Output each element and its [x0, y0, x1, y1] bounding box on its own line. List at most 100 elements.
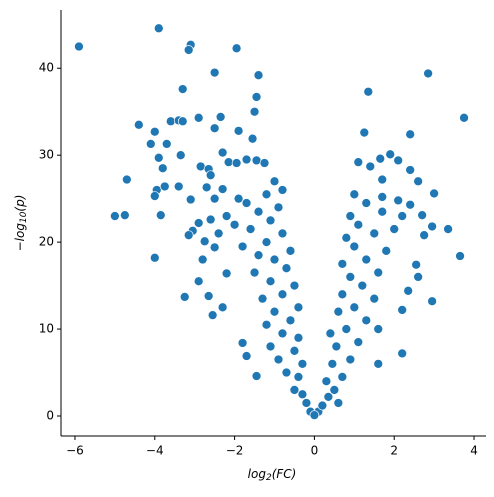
- point: [389, 224, 400, 234]
- point: [237, 338, 248, 348]
- point: [309, 410, 320, 420]
- point: [365, 161, 376, 172]
- point: [223, 157, 234, 167]
- y-label-sub: 10: [19, 211, 29, 223]
- point: [377, 192, 388, 202]
- x-tick-label: 2: [390, 444, 398, 458]
- point: [177, 84, 188, 94]
- point: [289, 385, 300, 395]
- point: [361, 315, 372, 326]
- x-tick-label: 4: [470, 444, 478, 458]
- point: [251, 92, 262, 102]
- point: [357, 280, 368, 291]
- point: [241, 198, 252, 208]
- point: [153, 23, 164, 34]
- point: [269, 254, 280, 265]
- point: [261, 237, 272, 247]
- point: [293, 372, 304, 382]
- x-tick-label: 0: [311, 444, 319, 458]
- x-label-part: log: [248, 467, 267, 481]
- point: [381, 245, 392, 256]
- point: [209, 123, 220, 134]
- point: [197, 254, 208, 265]
- point: [193, 276, 204, 287]
- x-tick-label: −6: [66, 444, 84, 458]
- point: [359, 127, 370, 138]
- point: [119, 210, 130, 221]
- point: [209, 242, 220, 253]
- point: [353, 219, 364, 230]
- point: [215, 112, 226, 122]
- point: [177, 116, 188, 127]
- point: [251, 371, 262, 381]
- point: [369, 228, 380, 239]
- point: [253, 206, 264, 217]
- point: [257, 293, 268, 304]
- point: [349, 189, 360, 200]
- y-tick-label: 0: [46, 409, 54, 423]
- point: [297, 358, 308, 369]
- point: [375, 153, 386, 164]
- point: [385, 149, 396, 160]
- point: [419, 230, 429, 241]
- point: [411, 259, 422, 270]
- point: [183, 45, 194, 55]
- point: [207, 310, 218, 321]
- point: [455, 251, 465, 261]
- point: [201, 182, 212, 193]
- point: [405, 199, 416, 210]
- point: [331, 341, 342, 352]
- point: [183, 230, 194, 241]
- point: [393, 195, 404, 206]
- point: [459, 112, 469, 123]
- point: [427, 221, 437, 232]
- point: [327, 358, 338, 369]
- point: [217, 184, 228, 194]
- point: [269, 176, 280, 187]
- point: [193, 112, 204, 123]
- point: [195, 161, 206, 172]
- point: [217, 147, 228, 158]
- point: [397, 211, 408, 221]
- point: [373, 358, 384, 369]
- point: [337, 289, 348, 300]
- point: [149, 191, 160, 201]
- y-tick-label: 40: [39, 61, 54, 75]
- point: [231, 43, 242, 54]
- point: [413, 272, 424, 282]
- point: [74, 41, 84, 52]
- x-tick-label: −2: [226, 444, 244, 458]
- point: [429, 188, 439, 199]
- point: [203, 291, 214, 301]
- point: [377, 206, 388, 217]
- point: [353, 337, 364, 347]
- point: [337, 259, 348, 269]
- point: [157, 163, 168, 174]
- point: [405, 129, 416, 140]
- point: [329, 385, 340, 395]
- point: [345, 354, 356, 365]
- point: [285, 245, 296, 256]
- point: [213, 228, 224, 239]
- point: [413, 176, 424, 187]
- point: [423, 68, 433, 79]
- point: [293, 302, 304, 313]
- point: [217, 302, 228, 313]
- y-label-part: (p): [13, 195, 27, 212]
- point: [249, 267, 260, 278]
- point: [293, 332, 304, 343]
- y-tick-label: 30: [39, 148, 54, 162]
- point: [185, 194, 196, 205]
- point: [145, 139, 156, 149]
- point: [155, 210, 166, 221]
- point: [205, 170, 216, 181]
- point: [273, 202, 284, 213]
- point: [209, 67, 220, 78]
- point: [237, 241, 248, 252]
- point: [405, 165, 416, 175]
- point: [231, 158, 242, 168]
- point: [289, 345, 300, 356]
- point: [345, 211, 356, 221]
- point: [341, 324, 352, 334]
- point: [277, 289, 288, 300]
